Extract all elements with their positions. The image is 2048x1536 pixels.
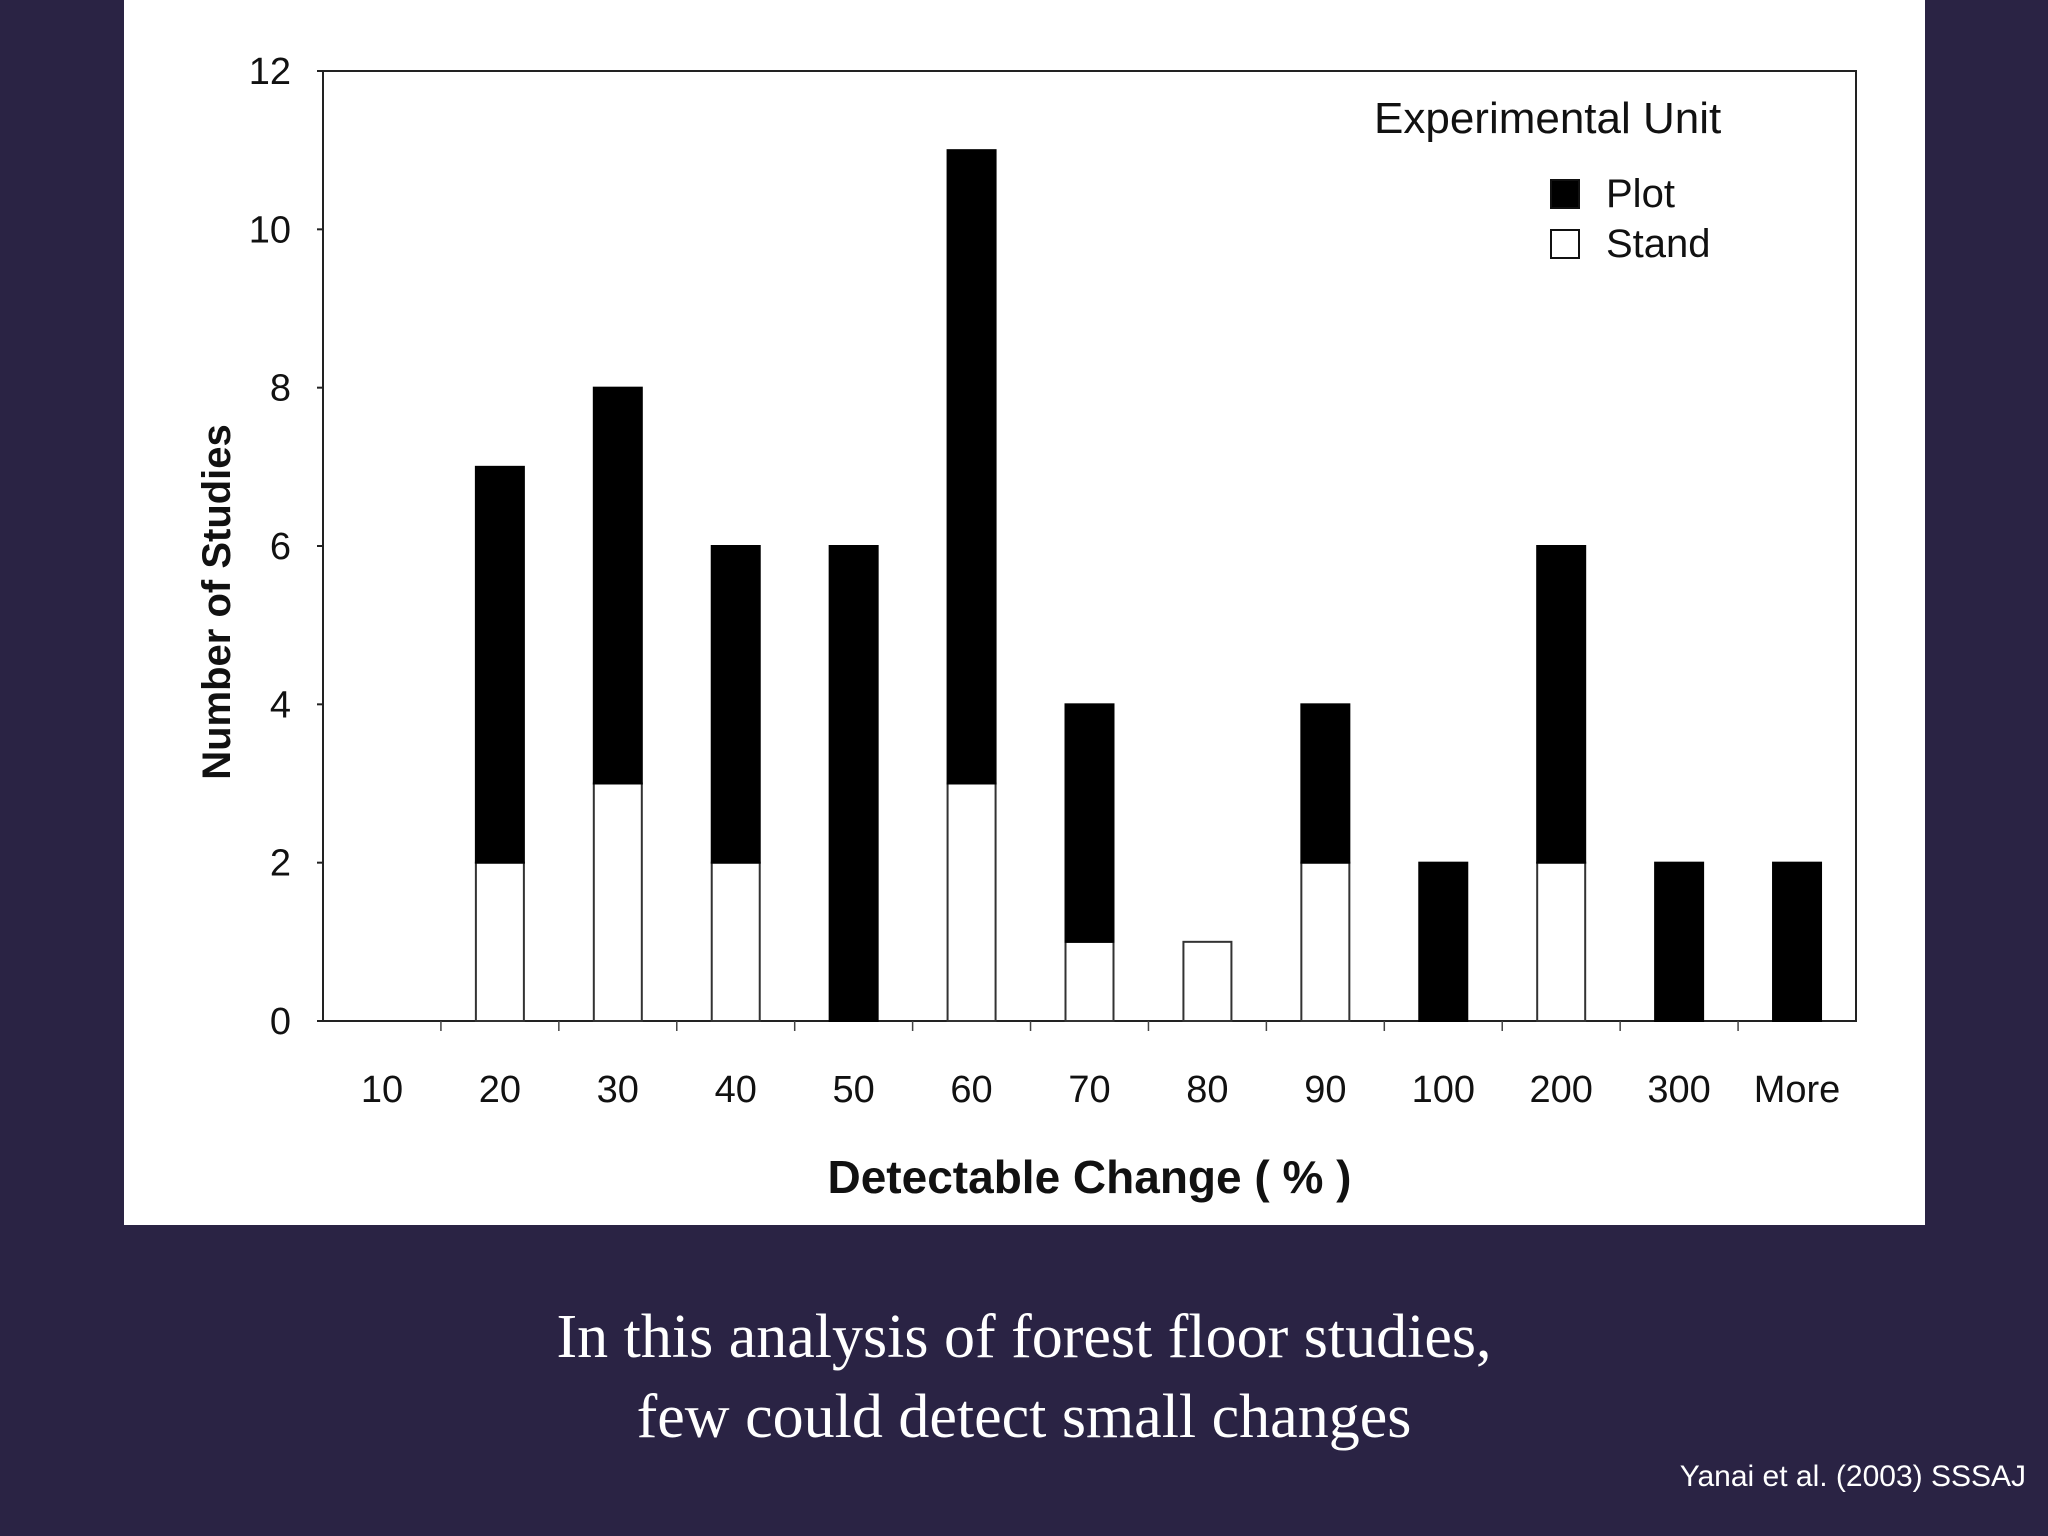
bar-stand [946,782,997,1022]
caption-line-2: few could detect small changes [636,1383,1412,1451]
y-tick-label: 8 [270,368,291,410]
y-tick-label: 6 [270,526,291,568]
legend-title: Experimental Unit [1374,94,1721,143]
y-tick-label: 12 [249,51,291,93]
legend-swatch [1550,179,1580,209]
x-axis-label: Detectable Change ( % ) [828,1151,1352,1203]
x-tick-label: 70 [1068,1069,1110,1111]
bar-stand [710,861,761,1023]
x-tick-label: 40 [715,1069,757,1111]
bar-plot [1064,703,1115,943]
x-tick-label: More [1754,1069,1841,1111]
x-tick-label: 80 [1186,1069,1228,1111]
y-tick-label: 2 [270,843,291,885]
bar-stand [1064,940,1115,1022]
x-tick-label: 100 [1412,1069,1475,1111]
y-tick-label: 10 [249,209,291,251]
bar-plot [1654,861,1705,1023]
bar-stand [1536,861,1587,1023]
bar-plot [946,149,997,785]
x-tick-label: 90 [1304,1069,1346,1111]
x-tick-label: 30 [597,1069,639,1111]
chart-panel: 0 2 4 6 8 10 12 10 20 30 40 50 60 70 80 90 100 200 300 More… [124,0,1925,1225]
bar-plot [1300,703,1351,864]
bar-stand [474,861,525,1023]
bar-plot [1536,545,1587,864]
legend-label: Plot [1606,172,1675,216]
legend-label: Stand [1606,222,1711,266]
x-tick-label: 50 [833,1069,875,1111]
bar-stand [592,782,643,1022]
x-tick-label: 60 [950,1069,992,1111]
citation: Yanai et al. (2003) SSSAJ [1679,1460,2026,1493]
y-axis-label: Number of Studies [195,424,239,780]
y-tick-label: 0 [270,1001,291,1043]
legend-swatch [1550,229,1580,259]
bar-plot [474,465,525,864]
x-tick-label: 20 [479,1069,521,1111]
x-tick-label: 300 [1647,1069,1710,1111]
caption-line-1: In this analysis of forest floor studies… [556,1303,1492,1371]
bar-chart: 0 2 4 6 8 10 12 10 20 30 40 50 60 70 80 90 100 200 300 More… [195,51,1857,1203]
bar-plot [710,545,761,864]
bar-plot [592,386,643,785]
bar-stand [1300,861,1351,1023]
y-tick-label: 4 [270,684,291,726]
bar-plot [1772,861,1823,1023]
bar-plot [828,545,879,1022]
bar-stand [1182,940,1233,1022]
x-tick-label: 200 [1529,1069,1592,1111]
x-tick-label: 10 [361,1069,403,1111]
bar-plot [1418,861,1469,1023]
